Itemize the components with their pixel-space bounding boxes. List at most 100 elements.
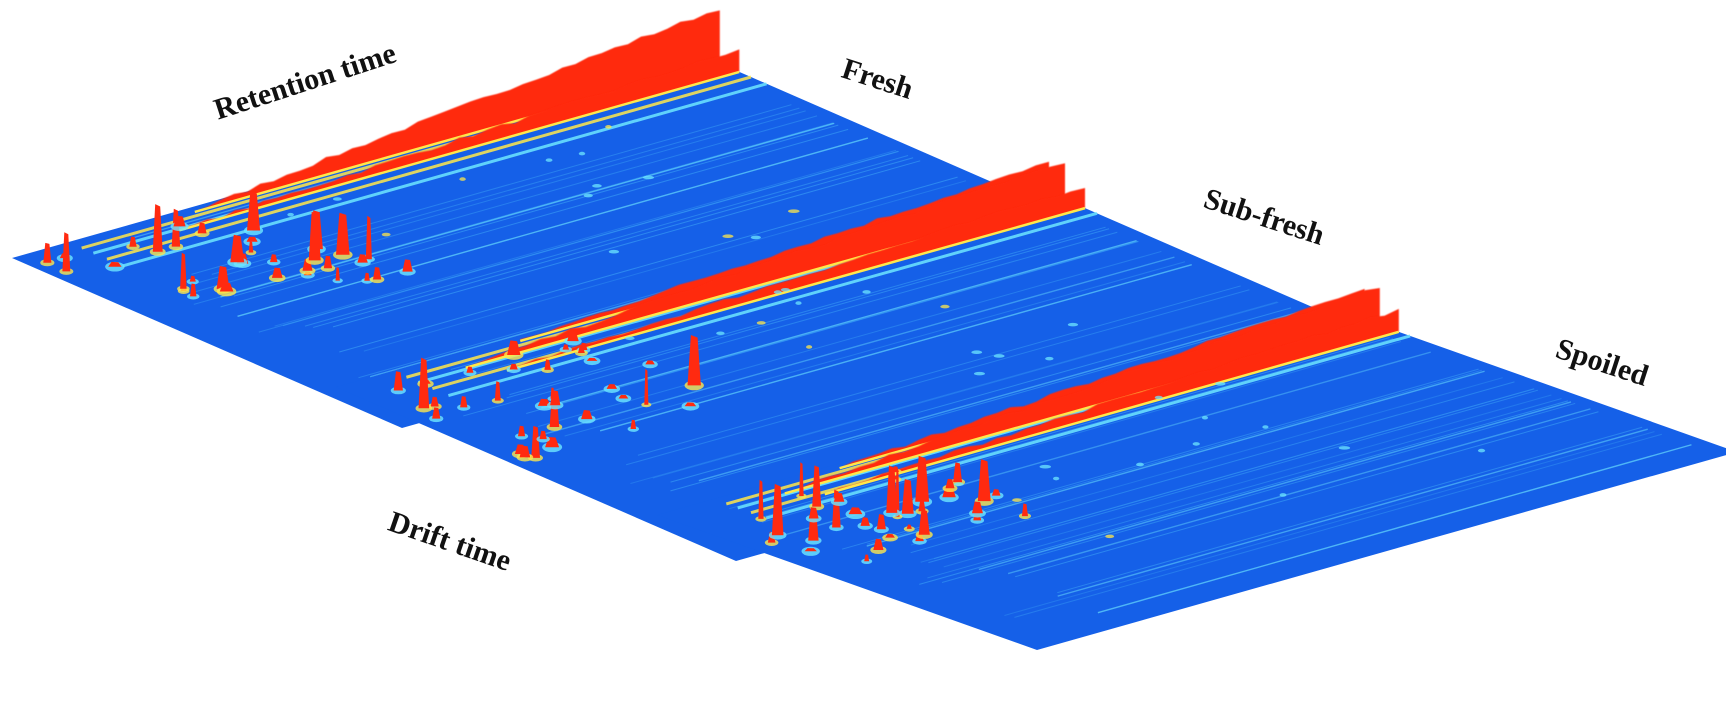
intensity-streak — [1014, 433, 1663, 618]
peak-ridge — [179, 49, 740, 231]
peak-spike — [586, 357, 598, 361]
peak-spike — [418, 357, 430, 409]
peak-ridge — [824, 308, 1399, 495]
intensity-streak — [599, 263, 1192, 432]
spectrum-panel-spoiled — [657, 287, 1726, 650]
peak-spike — [402, 259, 413, 272]
signal-spot — [1262, 425, 1269, 429]
peak-spike — [507, 340, 521, 355]
peak-spike — [518, 425, 526, 437]
surface-plane — [657, 317, 1726, 650]
intensity-streak — [637, 285, 1241, 456]
intensity-streak — [978, 401, 1572, 571]
intensity-streak — [630, 301, 1278, 485]
peak-spike — [977, 459, 991, 502]
peak-spike — [618, 394, 629, 399]
peak-spike — [804, 548, 817, 552]
spectrum-panel-fresh — [12, 8, 1102, 428]
intensity-streak — [866, 369, 1482, 545]
signal-spot — [971, 350, 983, 355]
signal-spot — [1045, 356, 1054, 361]
intensity-streak — [698, 311, 1301, 482]
signal-spot — [583, 193, 593, 198]
signal-spot — [1053, 476, 1060, 481]
peak-spike — [43, 242, 52, 263]
peak-spike — [247, 191, 261, 231]
intensity-streak — [1004, 431, 1655, 616]
peak-spike — [567, 331, 579, 342]
intensity-streak — [943, 394, 1552, 568]
intensity-band — [765, 334, 1411, 520]
peak-spike — [1021, 503, 1028, 517]
intensity-streak — [234, 122, 834, 293]
signal-spot — [993, 354, 1005, 358]
peak-base — [641, 402, 652, 408]
peak-base — [861, 558, 873, 565]
peak-spike — [335, 267, 340, 281]
peak-spike — [886, 465, 898, 513]
intensity-streak — [933, 388, 1535, 560]
ridge-base-highlight — [178, 70, 740, 232]
intensity-streak — [304, 155, 909, 327]
intensity-streak — [237, 137, 869, 317]
peak-spike — [860, 517, 870, 526]
signal-spot — [545, 158, 553, 162]
peak-ridge — [465, 161, 1065, 368]
peak-spike — [373, 267, 382, 280]
peak-spike — [271, 267, 283, 278]
intensity-streak — [866, 370, 1485, 547]
signal-spot — [716, 331, 725, 336]
peak-base — [583, 356, 601, 366]
signal-spot — [1477, 448, 1486, 453]
signal-spot — [953, 482, 964, 487]
signal-spot — [1279, 493, 1287, 497]
intensity-band — [447, 211, 1098, 397]
peak-ridge — [520, 161, 1049, 341]
peak-spike — [323, 255, 333, 269]
spectrum-panel-sub-fresh — [336, 161, 1441, 561]
signal-spot — [1136, 462, 1144, 467]
peak-spike — [190, 283, 197, 297]
peak-spike — [393, 371, 403, 391]
peak-spike — [246, 236, 258, 242]
intensity-streak — [1057, 426, 1643, 594]
peak-spike — [336, 212, 350, 255]
peak-spike — [991, 489, 1001, 496]
intensity-streak — [1015, 411, 1599, 578]
signal-spot — [1012, 498, 1022, 502]
intensity-streak — [927, 398, 1562, 579]
signal-spot — [578, 151, 586, 156]
intensity-streak — [509, 226, 1106, 396]
peak-spike — [918, 509, 930, 535]
signal-spot — [642, 175, 655, 180]
intensity-streak — [313, 157, 914, 328]
peak-base — [755, 516, 767, 522]
signal-spot — [592, 184, 602, 188]
signal-spot — [1154, 395, 1163, 400]
peak-spike — [62, 232, 71, 272]
signal-spot — [795, 301, 802, 305]
peak-spike — [876, 514, 886, 530]
peak-spike — [915, 455, 930, 502]
peak-spike — [197, 222, 207, 234]
peak-spike — [460, 396, 468, 408]
intensity-streak — [1097, 444, 1692, 614]
intensity-band — [122, 82, 768, 268]
peak-base — [267, 258, 281, 266]
intensity-streak — [220, 128, 849, 308]
peak-base — [903, 526, 915, 532]
peak-spike — [270, 254, 278, 263]
intensity-band — [106, 75, 752, 261]
intensity-streak — [339, 176, 958, 353]
peak-spike — [432, 407, 441, 419]
peak-spike — [833, 492, 845, 502]
peak-spike — [550, 390, 561, 406]
intensity-streak — [526, 241, 1139, 414]
intensity-streak — [928, 389, 1539, 564]
peak-spike — [864, 554, 870, 562]
signal-spot — [625, 336, 635, 341]
signal-spot — [973, 371, 986, 376]
peak-spike — [808, 507, 819, 519]
signal-spot — [459, 177, 466, 181]
